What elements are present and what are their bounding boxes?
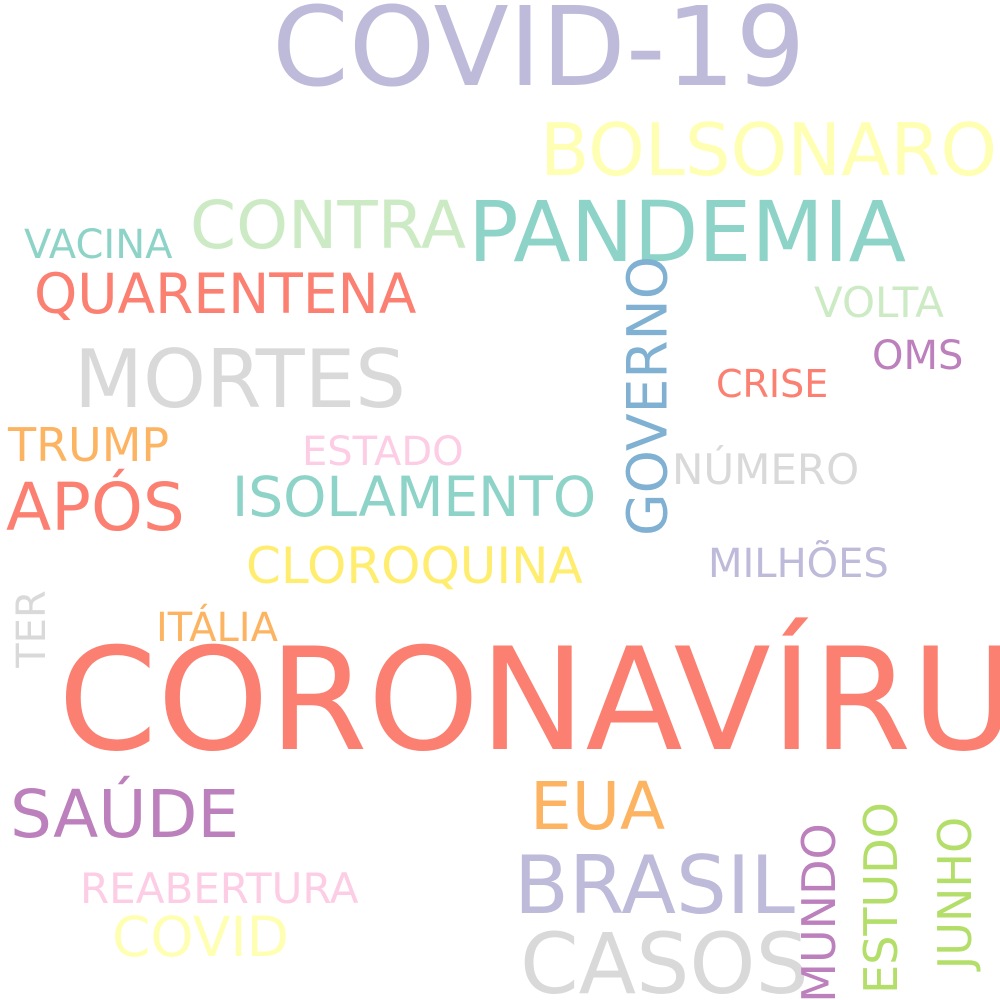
word-bolsonaro: BOLSONARO [540,108,998,192]
word-eua: EUA [530,768,666,845]
word-estudo: ESTUDO [854,802,908,994]
word-italia: ITÁLIA [156,605,278,651]
word-cloroquina: CLOROQUINA [246,537,583,595]
word-pandemia: PANDEMIA [468,183,907,281]
word-covid: COVID [112,905,289,969]
word-reabertura: REABERTURA [80,864,359,913]
word-mundo: MUNDO [792,823,846,1000]
word-isolamento: ISOLAMENTO [232,465,597,529]
word-mortes: MORTES [74,333,406,426]
word-trump: TRUMP [8,418,170,472]
word-milhoes: MILHÕES [708,541,889,587]
word-coronavirus: CORONAVÍRUS [58,618,1000,783]
word-volta: VOLTA [814,278,944,327]
word-vacina: VACINA [24,222,173,268]
word-brasil: BRASIL [514,839,795,932]
word-estado: ESTADO [302,429,464,475]
word-crise: CRISE [716,362,829,406]
word-quarentena: QUARENTENA [34,262,417,326]
word-ter: TER [9,590,55,668]
word-junho: JUNHO [928,816,982,970]
word-oms: OMS [872,333,964,379]
word-numero: NÚMERO [672,445,860,494]
word-saude: SAÚDE [10,776,240,853]
word-contra: CONTRA [190,187,467,264]
word-casos: CASOS [520,915,809,1000]
word-covid-19: COVID-19 [272,0,806,111]
word-apos: APÓS [6,469,185,546]
word-governo: GOVERNO [615,256,680,536]
